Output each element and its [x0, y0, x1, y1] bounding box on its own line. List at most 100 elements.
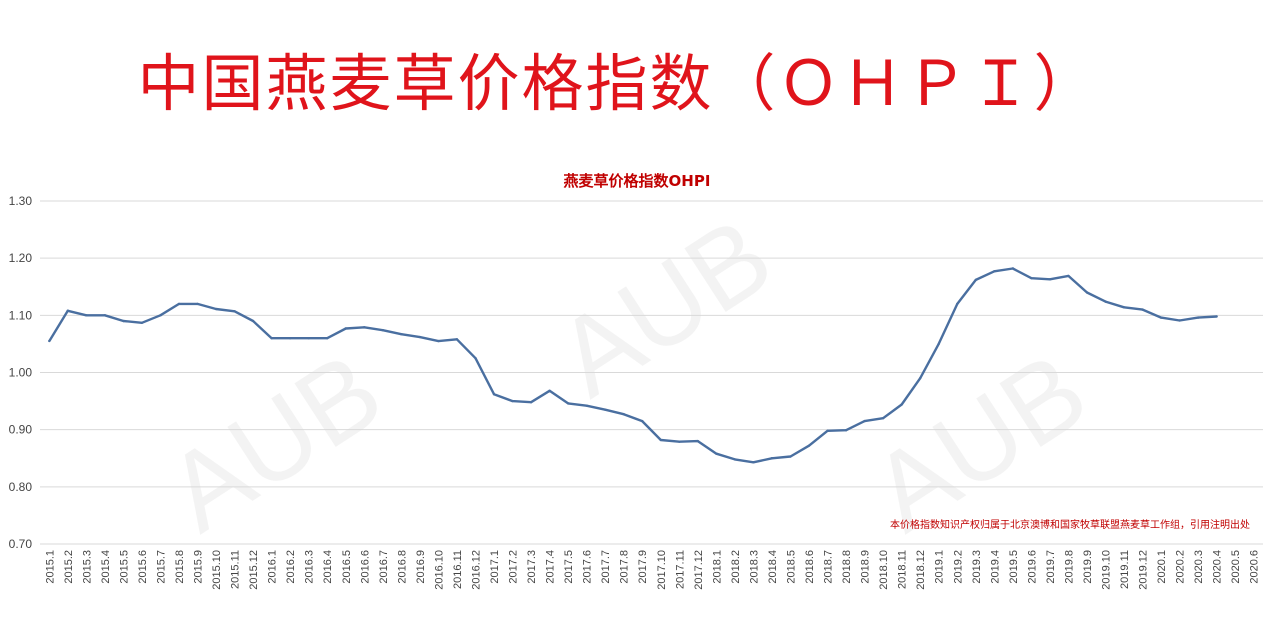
- data-point: [288, 337, 292, 340]
- data-point: [214, 307, 218, 311]
- data-point: [437, 339, 440, 343]
- data-point: [585, 404, 588, 407]
- x-tick-label: 2017.9: [637, 550, 649, 584]
- data-point: [548, 389, 551, 392]
- x-tick-label: 2015.12: [248, 550, 260, 590]
- data-point: [363, 326, 366, 329]
- data-point: [270, 337, 273, 340]
- data-point: [233, 310, 236, 313]
- y-tick-label: 1.20: [9, 251, 33, 265]
- x-tick-label: 2020.4: [1212, 550, 1224, 584]
- data-point: [844, 429, 848, 432]
- x-tick-label: 2019.5: [1008, 550, 1020, 584]
- data-point: [122, 319, 125, 323]
- x-tick-label: 2019.7: [1045, 550, 1057, 584]
- x-tick-label: 2020.5: [1230, 550, 1242, 584]
- x-tick-label: 2015.1: [44, 550, 56, 584]
- data-point: [789, 455, 792, 458]
- x-tick-label: 2019.9: [1082, 550, 1094, 584]
- x-tick-label: 2016.1: [267, 550, 279, 584]
- x-tick-label: 2017.8: [619, 550, 631, 584]
- x-tick-label: 2017.3: [526, 550, 538, 584]
- x-tick-label: 2015.2: [63, 550, 75, 584]
- series-line: [48, 267, 1217, 464]
- x-tick-label: 2017.5: [563, 550, 575, 584]
- y-tick-label: 1.00: [9, 366, 33, 380]
- x-tick-label: 2019.2: [952, 550, 964, 584]
- data-point: [1141, 308, 1144, 311]
- data-point: [103, 314, 107, 317]
- y-axis-tick-labels: 1.30 1.20 1.10 1.00 0.90 0.80 0.70: [9, 194, 33, 551]
- x-axis-tick-labels: 2015.1 2015.2 2015.3 2015.4 2015.5 2015.6 2015…: [44, 550, 1260, 590]
- x-tick-label: 2017.11: [674, 550, 686, 589]
- data-point: [177, 302, 181, 306]
- x-tick-label: 2019.1: [934, 550, 946, 584]
- copyright-note: 本价格指数知识产权归属于北京澳博和国家牧草联盟燕麦草工作组，引用注明出处: [890, 518, 1250, 531]
- data-point: [807, 444, 811, 447]
- y-tick-label: 1.10: [9, 308, 33, 322]
- x-tick-label: 2019.11: [1119, 550, 1131, 589]
- x-tick-label: 2020.6: [1249, 550, 1261, 584]
- data-point: [474, 357, 477, 360]
- x-tick-label: 2015.7: [155, 550, 167, 584]
- data-point: [1159, 316, 1163, 319]
- x-tick-label: 2018.9: [860, 550, 872, 584]
- x-tick-label: 2019.4: [989, 550, 1001, 584]
- data-point: [529, 401, 533, 404]
- x-tick-label: 2016.11: [452, 550, 464, 589]
- x-tick-label: 2016.3: [304, 550, 316, 584]
- x-tick-label: 2017.6: [582, 550, 594, 584]
- data-point: [918, 377, 922, 380]
- data-point: [381, 328, 385, 332]
- data-point: [1067, 274, 1070, 278]
- x-tick-label: 2016.6: [359, 550, 371, 584]
- data-point: [566, 402, 570, 405]
- x-tick-label: 2019.10: [1100, 550, 1112, 590]
- data-point: [659, 438, 662, 442]
- data-point: [1104, 300, 1107, 303]
- x-tick-label: 2015.11: [230, 550, 242, 589]
- data-point: [770, 457, 774, 460]
- data-points: [48, 267, 1218, 464]
- x-tick-label: 2017.1: [489, 550, 501, 584]
- data-point: [641, 419, 644, 423]
- x-tick-label: 2017.2: [508, 550, 520, 584]
- x-tick-label: 2018.12: [915, 550, 927, 590]
- x-tick-label: 2016.5: [341, 550, 353, 584]
- x-tick-label: 2018.7: [823, 550, 835, 584]
- data-point: [1178, 319, 1181, 322]
- data-point: [678, 440, 681, 443]
- data-point: [1122, 306, 1126, 309]
- x-tick-label: 2018.4: [767, 550, 779, 584]
- x-tick-label: 2015.6: [137, 550, 149, 584]
- data-point: [326, 337, 329, 340]
- x-tick-label: 2020.3: [1193, 550, 1205, 584]
- y-tick-label: 0.90: [9, 423, 33, 437]
- x-tick-label: 2016.12: [470, 550, 482, 590]
- x-tick-label: 2018.11: [897, 550, 909, 589]
- data-point: [344, 327, 347, 330]
- data-point: [1030, 276, 1033, 280]
- x-tick-label: 2015.4: [100, 550, 112, 584]
- data-point: [733, 458, 737, 461]
- data-point: [159, 314, 162, 317]
- data-point: [196, 302, 199, 306]
- watermark-text: AUB: [146, 329, 403, 555]
- watermarks: AUB AUB AUB: [146, 194, 1108, 555]
- x-tick-label: 2015.10: [211, 550, 223, 590]
- x-tick-label: 2015.3: [81, 550, 93, 584]
- x-tick-label: 2020.2: [1175, 550, 1187, 584]
- data-point: [752, 461, 755, 464]
- gridlines: [40, 200, 1263, 545]
- data-point: [1048, 278, 1052, 281]
- x-tick-label: 2019.3: [971, 550, 983, 584]
- x-tick-label: 2019.12: [1138, 550, 1150, 590]
- x-tick-label: 2018.8: [841, 550, 853, 584]
- x-tick-label: 2018.5: [785, 550, 797, 584]
- data-point: [881, 417, 885, 420]
- x-tick-label: 2016.8: [396, 550, 408, 584]
- x-tick-label: 2018.3: [748, 550, 760, 584]
- x-tick-label: 2016.7: [378, 550, 390, 584]
- data-point: [511, 399, 514, 403]
